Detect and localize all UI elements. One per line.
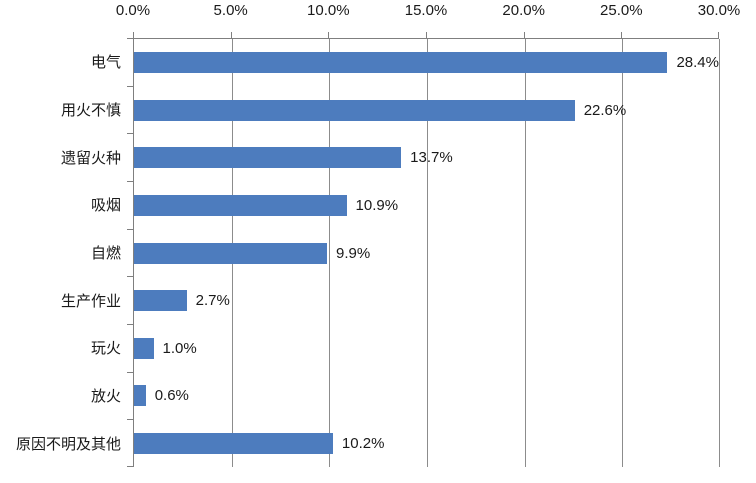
bar-row: 13.7% xyxy=(134,134,719,182)
x-axis-tick-label: 5.0% xyxy=(213,2,248,19)
y-axis-category-labels: 电气用火不慎遗留火种吸烟自燃生产作业玩火放火原因不明及其他 xyxy=(0,38,121,467)
x-axis-tick-mark xyxy=(426,32,427,38)
category-label: 生产作业 xyxy=(60,292,121,310)
bar-value-label: 22.6% xyxy=(583,101,627,119)
bar xyxy=(134,290,187,312)
x-axis-tick-label: 15.0% xyxy=(404,2,448,19)
x-axis-tick-label: 25.0% xyxy=(600,2,643,19)
bar-value-label: 28.4% xyxy=(676,54,719,72)
x-axis-tick-mark xyxy=(133,32,134,38)
bar-row: 28.4% xyxy=(134,39,719,87)
category-label: 用火不慎 xyxy=(60,102,121,119)
y-axis-tick-mark xyxy=(127,324,133,325)
bar-value-label: 2.7% xyxy=(195,292,230,310)
bar-row: 0.6% xyxy=(134,372,719,420)
x-axis-tick-label: 10.0% xyxy=(307,2,350,19)
category-label: 原因不明及其他 xyxy=(15,435,121,453)
plot-area: 28.4% 22.6% 13.7% 10.9% 9.9% 2.7% 1.0% 0.6% 10.2… xyxy=(133,38,720,467)
y-axis-tick-mark xyxy=(127,85,133,87)
bar xyxy=(134,432,333,454)
category-label: 电气 xyxy=(90,54,121,72)
bar-series: 28.4% 22.6% 13.7% 10.9% 9.9% 2.7% 1.0% 0.6% 10.2… xyxy=(134,39,719,467)
y-axis-tick-mark xyxy=(127,419,133,421)
y-axis-tick-mark xyxy=(127,228,133,230)
gridline xyxy=(524,39,526,467)
bar-value-label: 13.7% xyxy=(410,149,453,167)
x-axis-tick-mark xyxy=(621,32,623,38)
bar xyxy=(134,242,328,264)
bar-row: 9.9% xyxy=(134,229,719,277)
gridline xyxy=(329,39,331,467)
y-axis-tick-mark xyxy=(127,276,133,278)
bar xyxy=(134,147,402,169)
gridline xyxy=(622,39,624,467)
gridline xyxy=(719,39,720,467)
y-axis-tick-mark xyxy=(127,371,133,373)
category-label: 自燃 xyxy=(90,245,121,263)
x-axis-tick-mark xyxy=(230,32,232,38)
bar xyxy=(134,337,154,359)
y-axis-tick-mark xyxy=(127,181,133,182)
category-label: 放火 xyxy=(90,388,121,406)
bar-value-label: 0.6% xyxy=(154,387,189,405)
gridline xyxy=(427,39,428,467)
bar xyxy=(134,385,146,407)
bar-value-label: 1.0% xyxy=(162,339,197,357)
category-label: 玩火 xyxy=(90,340,121,358)
bar xyxy=(134,52,668,74)
category-label: 吸烟 xyxy=(90,197,121,215)
bar-value-label: 10.9% xyxy=(355,196,399,214)
bar xyxy=(134,194,347,216)
bar-row: 10.2% xyxy=(134,420,719,468)
y-axis-tick-mark xyxy=(127,466,133,467)
bar-value-label: 10.2% xyxy=(341,434,385,452)
y-axis-tick-mark xyxy=(127,38,133,39)
bar-row: 10.9% xyxy=(134,182,719,230)
bar-row: 22.6% xyxy=(134,87,719,135)
x-axis-tick-mark xyxy=(523,32,525,38)
x-axis-tick-label: 20.0% xyxy=(502,2,545,19)
bar-value-label: 9.9% xyxy=(336,244,371,262)
category-label: 遗留火种 xyxy=(60,149,121,167)
bar xyxy=(134,99,575,121)
x-axis-tick-mark xyxy=(718,32,719,38)
x-axis-tick-label: 0.0% xyxy=(115,2,151,19)
x-axis-tick-label: 30.0% xyxy=(697,2,741,19)
bar-row: 2.7% xyxy=(134,277,719,325)
x-axis-tick-mark xyxy=(328,32,330,38)
y-axis-tick-mark xyxy=(127,133,133,135)
bar-row: 1.0% xyxy=(134,324,719,372)
